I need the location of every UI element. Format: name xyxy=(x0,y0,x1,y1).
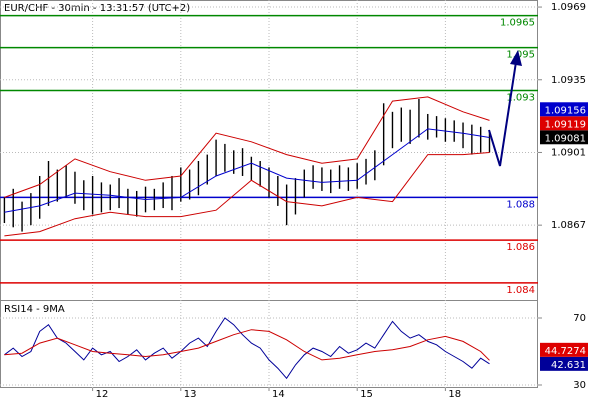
value-tag xyxy=(540,102,588,117)
x-tick-label: 14 xyxy=(272,389,285,400)
y-tick-label: 1.0969 xyxy=(551,2,586,13)
value-tag-label: 1.09119 xyxy=(545,119,586,130)
value-tag-label: 1.09156 xyxy=(545,105,586,116)
series-line xyxy=(4,96,490,198)
x-tick-label: 18 xyxy=(448,389,461,400)
indicator-title: RSI14 - 9MA xyxy=(4,304,65,315)
y-tick-label: 70 xyxy=(573,313,586,324)
series-line xyxy=(4,317,490,380)
y-tick-label: 1.0867 xyxy=(551,220,586,231)
y-tick-label: 1.0935 xyxy=(551,75,586,86)
forecast-arrow xyxy=(488,61,517,167)
x-tick-label: 12 xyxy=(96,389,109,400)
value-tag-label: 1.09081 xyxy=(545,133,586,144)
value-tag xyxy=(540,356,588,371)
level-label: 1.095 xyxy=(506,50,535,61)
y-tick-label: 1.0901 xyxy=(551,147,586,158)
level-label: 1.0965 xyxy=(500,18,535,29)
level-label: 1.084 xyxy=(506,285,535,296)
value-tag xyxy=(540,130,588,145)
chart-title: EUR/CHF - 30min - 13:31:57 (UTC+2) xyxy=(4,3,190,14)
value-tag xyxy=(540,116,588,131)
value-tag-label: 42.631 xyxy=(551,360,586,371)
series-line xyxy=(4,329,490,361)
value-tag xyxy=(540,342,588,357)
series-line xyxy=(4,152,490,237)
level-label: 1.086 xyxy=(506,242,535,253)
y-tick-label: 30 xyxy=(573,380,586,391)
x-tick-label: 15 xyxy=(360,389,373,400)
value-tag-label: 44.7274 xyxy=(545,346,586,357)
x-tick-label: 13 xyxy=(184,389,197,400)
forecast-arrowhead xyxy=(510,50,522,66)
level-label: 1.088 xyxy=(506,199,535,210)
series-line xyxy=(4,128,490,213)
level-label: 1.093 xyxy=(506,92,535,103)
